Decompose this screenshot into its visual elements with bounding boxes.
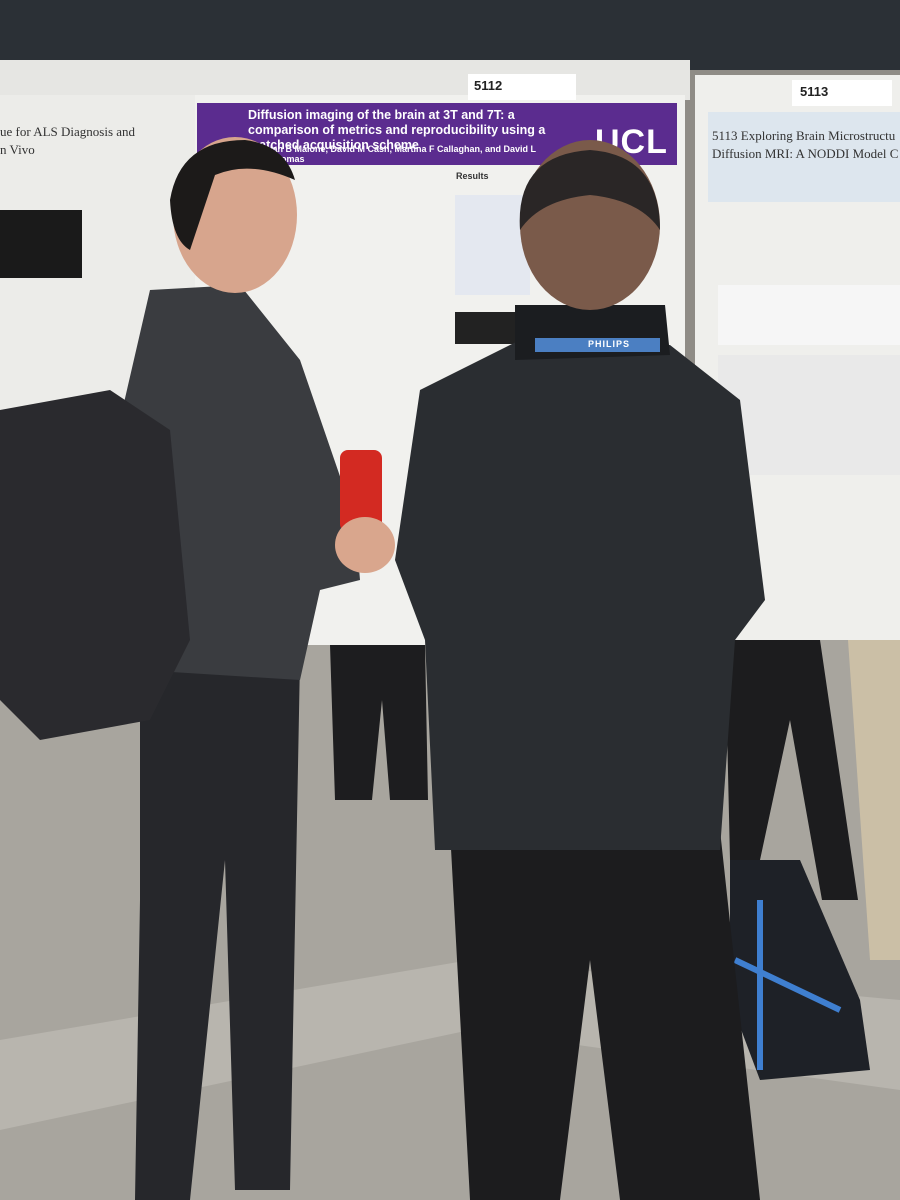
bag-strap xyxy=(733,900,842,1070)
person-legs xyxy=(330,645,428,800)
poster-figure xyxy=(0,210,82,278)
poster-title: Diffusion imaging of the brain at 3T and… xyxy=(248,108,546,152)
lanyard xyxy=(535,338,660,352)
person-legs xyxy=(725,640,858,900)
poster-figure xyxy=(718,285,900,345)
poster-subtitle: Diffusion MRI: A NODDI Model C xyxy=(712,146,899,161)
number-tag xyxy=(468,74,576,100)
jacket xyxy=(395,340,765,850)
bag xyxy=(730,860,870,1080)
poster-figure xyxy=(718,355,900,475)
ceiling xyxy=(0,0,900,70)
person-legs xyxy=(848,640,900,960)
hand xyxy=(335,517,395,573)
poster-title: 5113 Exploring Brain Microstructu xyxy=(712,128,896,143)
hair xyxy=(170,140,295,250)
poster-number: 5112 xyxy=(474,78,503,93)
bottle xyxy=(340,450,382,532)
poster-header xyxy=(708,112,900,202)
backpack xyxy=(0,390,190,740)
poster-number: 5113 xyxy=(800,84,829,99)
lanyard-text: PHILIPS xyxy=(588,339,631,349)
person-legs xyxy=(450,830,760,1200)
poster-title: ue for ALS Diagnosis and xyxy=(0,124,136,139)
person-legs xyxy=(135,660,300,1200)
poster-authors: Ian B Malone, David M Cash, Martina F Ca… xyxy=(270,144,536,164)
poster-figure xyxy=(455,312,515,344)
hair xyxy=(519,150,660,230)
number-tag xyxy=(792,80,892,106)
poster-section: Results xyxy=(456,171,489,181)
poster-subtitle: n Vivo xyxy=(0,142,35,157)
poster-figure xyxy=(455,195,530,295)
